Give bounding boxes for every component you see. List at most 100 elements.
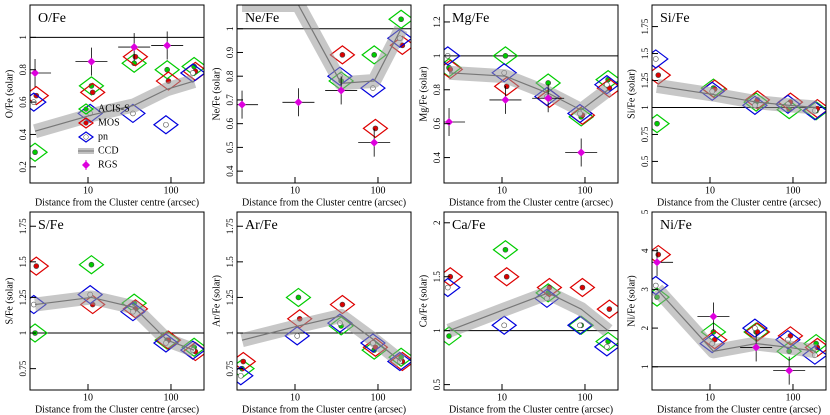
data-point — [502, 53, 509, 59]
legend-swatch — [83, 134, 89, 140]
legend-label: pn — [98, 131, 108, 142]
data-point — [655, 251, 662, 258]
x-tick-label: 100 — [163, 392, 178, 403]
data-point — [787, 333, 794, 339]
error-diamond — [652, 49, 669, 69]
y-tick-label: 0.5 — [640, 155, 650, 167]
data-point — [163, 121, 169, 128]
error-diamond — [122, 47, 149, 67]
axes-frame — [29, 4, 205, 184]
error-diamond — [652, 113, 671, 134]
y-tick-label: 1 — [640, 365, 650, 370]
y-tick-label: 2 — [640, 326, 650, 331]
legend-label: RGS — [98, 159, 117, 170]
y-tick-label: 1.25 — [18, 289, 28, 305]
data-point — [652, 56, 659, 62]
error-diamond — [237, 366, 254, 386]
y-tick-label: 1.75 — [640, 18, 650, 34]
y-tick-label: 0.75 — [18, 360, 28, 376]
data-point — [655, 72, 662, 78]
ccd-line — [241, 315, 402, 362]
panel-title: O/Fe — [38, 11, 66, 26]
data-point — [444, 284, 451, 291]
data-point — [604, 81, 610, 88]
y-tick-label: 0.4 — [432, 151, 442, 163]
rgs-point — [577, 148, 586, 157]
y-tick-label: 1 — [225, 26, 235, 31]
x-axis-label: Distance from the Cluster centre (arcsec… — [242, 404, 406, 415]
y-axis-label: Ne/Fe (solar) — [211, 67, 222, 120]
panel-title: Mg/Fe — [452, 11, 489, 26]
error-diamond — [121, 53, 148, 74]
y-axis-label: Ar/Fe (solar) — [211, 275, 222, 327]
y-tick-label: 1.5 — [640, 47, 650, 59]
axes-frame — [236, 4, 412, 184]
x-axis-label: Distance from the Cluster centre (arcsec… — [449, 197, 613, 208]
axes-frame — [29, 211, 205, 391]
error-diamond — [593, 337, 618, 357]
y-axis-label: Mg/Fe (solar) — [418, 66, 429, 121]
y-tick-label: 0.2 — [18, 161, 28, 172]
error-diamond — [444, 277, 461, 298]
ccd-line — [34, 80, 195, 132]
data-point — [295, 294, 302, 301]
error-diamond — [30, 256, 50, 276]
x-tick-label: 100 — [577, 185, 592, 196]
y-tick-label: 0.75 — [640, 126, 650, 142]
x-tick-label: 10 — [497, 392, 507, 403]
data-point — [237, 372, 244, 379]
y-tick-label: 2 — [432, 221, 442, 226]
y-axis-label: S/Fe (solar) — [4, 278, 15, 325]
y-tick-label: 0.4 — [18, 128, 28, 140]
x-tick-label: 100 — [370, 185, 385, 196]
data-point — [503, 273, 510, 280]
data-point — [339, 301, 346, 308]
x-tick-label: 100 — [785, 392, 800, 403]
x-tick-label: 10 — [705, 185, 715, 196]
ccd-band — [448, 65, 613, 118]
y-tick-label: 1.2 — [432, 16, 442, 27]
data-point — [89, 89, 96, 96]
data-point — [190, 70, 196, 76]
error-diamond — [569, 277, 596, 298]
y-tick-label: 0.5 — [225, 141, 235, 153]
y-tick-label: 1 — [18, 35, 28, 40]
error-diamond — [444, 266, 464, 287]
rgs-point — [445, 117, 454, 126]
data-point — [32, 149, 38, 156]
y-tick-label: 1.25 — [640, 72, 650, 88]
legend-swatch — [77, 103, 95, 115]
y-tick-label: 1 — [432, 54, 442, 59]
axes-frame — [651, 211, 827, 391]
x-tick-label: 100 — [370, 392, 385, 403]
y-axis-label: Ca/Fe (solar) — [418, 275, 429, 328]
y-tick-label: 0.8 — [432, 84, 442, 96]
y-tick-label: 1.5 — [432, 271, 442, 283]
y-tick-label: 3 — [640, 287, 650, 292]
y-tick-label: 1.25 — [225, 289, 235, 305]
rgs-point — [653, 258, 662, 267]
error-diamond — [237, 358, 256, 379]
plot-area — [237, 5, 411, 157]
data-point — [398, 16, 404, 23]
data-point — [88, 261, 95, 268]
rgs-point — [785, 366, 794, 375]
error-diamond — [444, 326, 463, 346]
rgs-point — [709, 312, 718, 321]
ccd-line — [656, 85, 817, 109]
panel-title: Ni/Fe — [660, 218, 692, 233]
data-point — [654, 120, 660, 127]
plot-area — [237, 287, 411, 386]
y-tick-label: 0.7 — [225, 94, 235, 106]
plot-area — [30, 31, 204, 163]
x-axis-label: Distance from the Cluster centre (arcsec… — [35, 197, 199, 208]
panel-title: Ne/Fe — [245, 11, 279, 26]
x-axis-label: Distance from the Cluster centre (arcsec… — [242, 197, 406, 208]
y-tick-label: 0.4 — [225, 165, 235, 177]
error-diamond — [362, 118, 389, 139]
rgs-point — [130, 43, 139, 52]
error-diamond — [652, 65, 672, 85]
error-diamond — [329, 45, 356, 65]
data-point — [577, 322, 583, 329]
rgs-point — [87, 57, 96, 66]
